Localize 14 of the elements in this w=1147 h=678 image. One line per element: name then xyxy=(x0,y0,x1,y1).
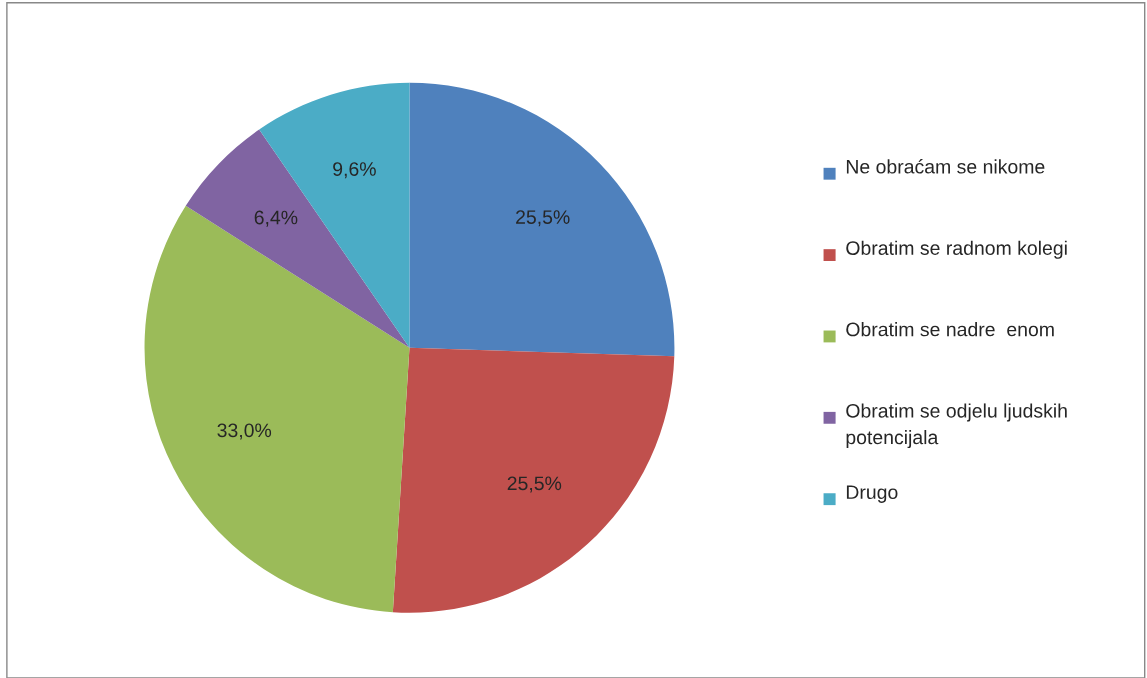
data-label: 25,5% xyxy=(516,210,570,227)
legend-label: Drugo xyxy=(846,485,898,503)
data-label: 33,0% xyxy=(217,423,272,440)
pie-slice xyxy=(392,347,675,613)
pie-slice xyxy=(409,82,675,357)
data-label: 9,6% xyxy=(333,162,376,179)
pie-slice xyxy=(144,205,410,613)
data-label: 25,5% xyxy=(507,476,562,493)
legend-label: Obratim se radnom kolegi xyxy=(846,240,1067,259)
legend-label: Obratim se nadre enom xyxy=(846,322,1054,337)
data-label: 6,4% xyxy=(254,210,298,227)
legend-label: Ne obraćam se nikome xyxy=(846,159,1045,174)
legend-label: Obratim se odjelu ljudskih potencijala xyxy=(846,403,1067,449)
pie-slice xyxy=(185,129,410,348)
